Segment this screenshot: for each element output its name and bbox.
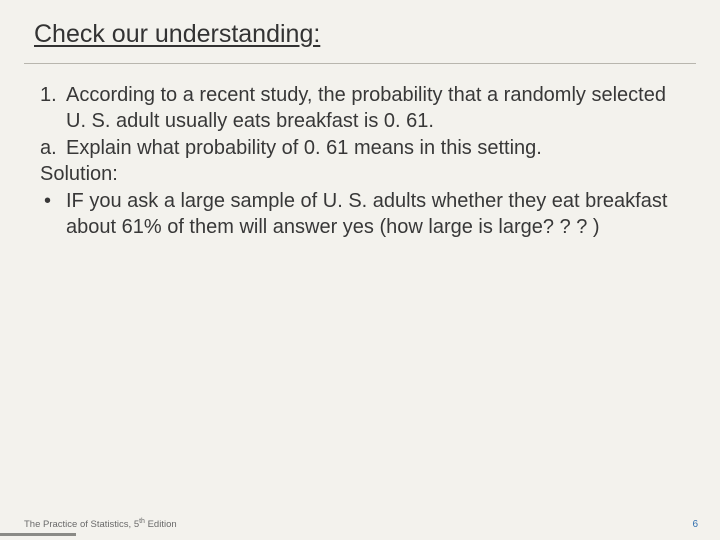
- slide-body: 1. According to a recent study, the prob…: [34, 82, 686, 240]
- footer-suffix: Edition: [145, 519, 177, 530]
- bullet-text: IF you ask a large sample of U. S. adult…: [66, 188, 686, 241]
- list-item: • IF you ask a large sample of U. S. adu…: [38, 188, 686, 241]
- footer-text: The Practice of Statistics, 5th Edition: [24, 518, 177, 530]
- page-number: 6: [692, 519, 698, 530]
- bullet-marker: •: [38, 188, 66, 241]
- item-1-text: According to a recent study, the probabi…: [66, 82, 686, 135]
- list-item: a. Explain what probability of 0. 61 mea…: [38, 135, 686, 161]
- solution-label: Solution:: [38, 161, 686, 187]
- slide-title: Check our understanding:: [34, 20, 686, 59]
- slide-container: Check our understanding: 1. According to…: [0, 0, 720, 540]
- item-number-1: 1.: [38, 82, 66, 135]
- item-a-text: Explain what probability of 0. 61 means …: [66, 135, 686, 161]
- title-divider: [24, 63, 696, 64]
- list-item: 1. According to a recent study, the prob…: [38, 82, 686, 135]
- footer-prefix: The Practice of Statistics, 5: [24, 519, 139, 530]
- item-letter-a: a.: [38, 135, 66, 161]
- footer-accent-bar: [0, 533, 76, 536]
